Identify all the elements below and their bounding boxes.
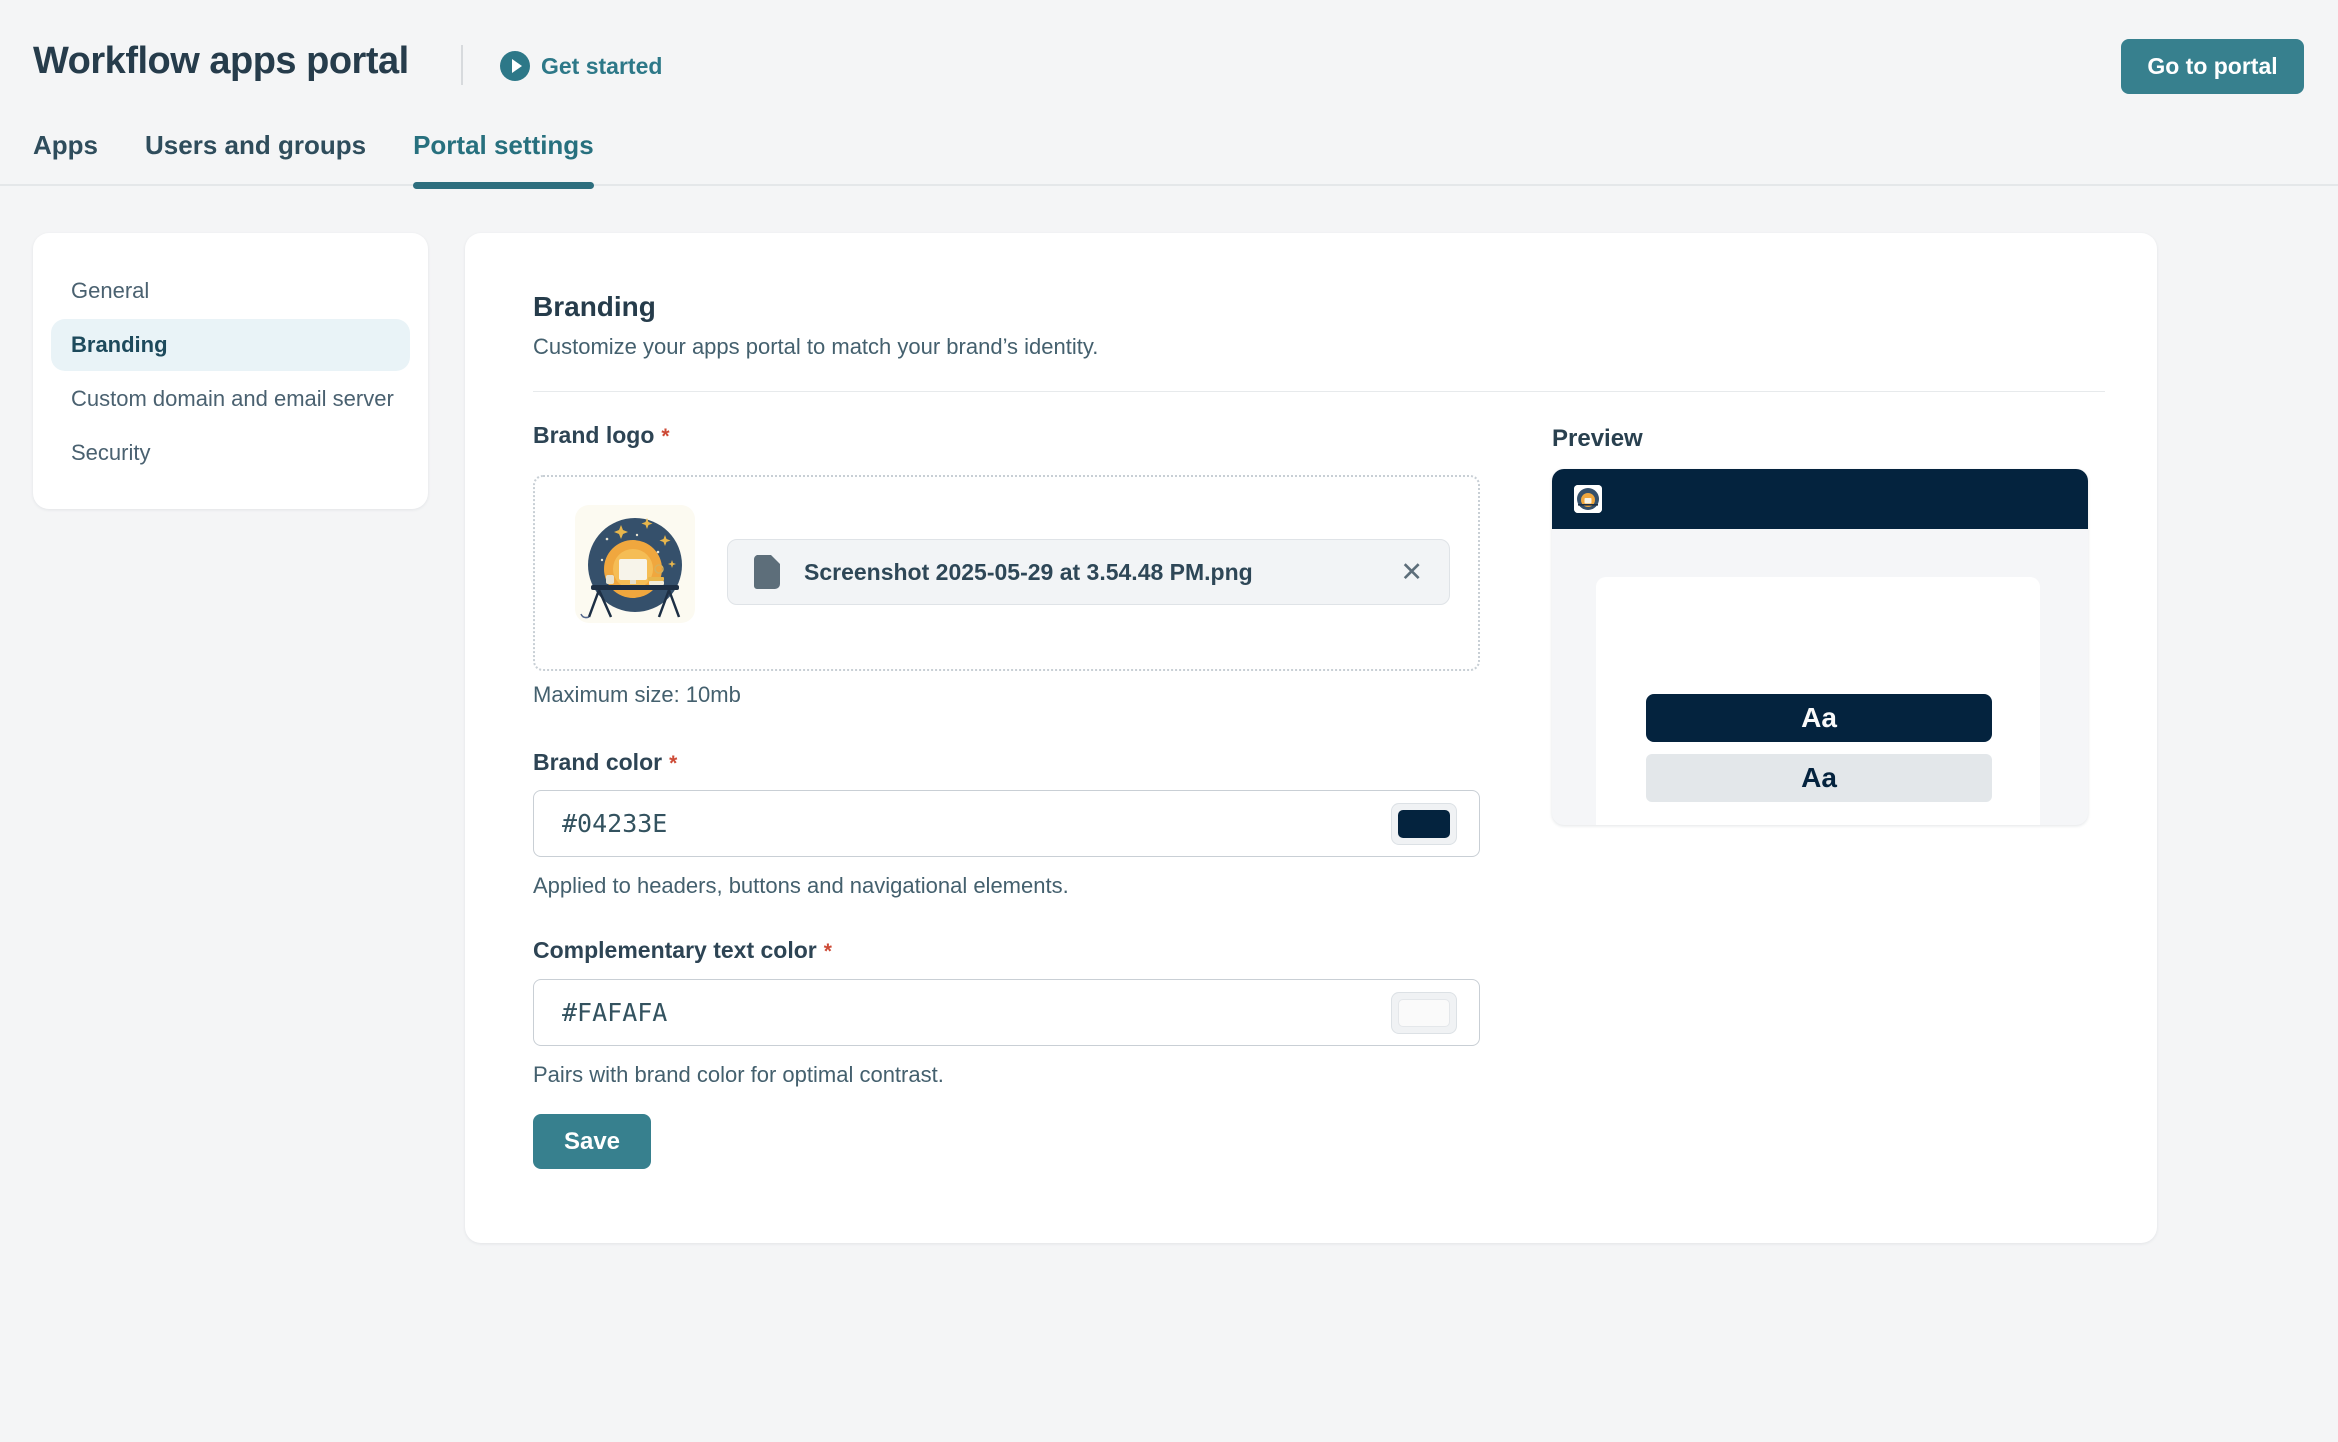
get-started-link[interactable]: Get started bbox=[500, 51, 662, 81]
brand-color-label: Brand color * bbox=[533, 749, 678, 775]
night-desk-illustration-mini-icon bbox=[1574, 485, 1602, 513]
preview-secondary-button: Aa bbox=[1646, 754, 1992, 802]
branding-heading: Branding bbox=[533, 291, 656, 322]
complementary-color-swatch-fill bbox=[1398, 999, 1450, 1027]
brand-color-swatch-fill bbox=[1398, 810, 1450, 838]
settings-sidebar: General Branding Custom domain and email… bbox=[33, 233, 428, 509]
tab-users-and-groups[interactable]: Users and groups bbox=[145, 130, 367, 160]
branding-settings-card: Branding Customize your apps portal to m… bbox=[465, 233, 2157, 1243]
tab-apps[interactable]: Apps bbox=[33, 130, 98, 160]
brand-color-input[interactable] bbox=[562, 791, 1362, 856]
main-tabs: Apps Users and groups Portal settings bbox=[33, 130, 2338, 189]
preview-brand-logo bbox=[1574, 485, 1602, 513]
get-started-label: Get started bbox=[541, 52, 663, 79]
uploaded-file-chip: Screenshot 2025-05-29 at 3.54.48 PM.png … bbox=[727, 539, 1450, 605]
complementary-color-field bbox=[533, 979, 1480, 1046]
sidebar-item-general[interactable]: General bbox=[71, 278, 150, 303]
brand-color-helper: Applied to headers, buttons and navigati… bbox=[533, 873, 1069, 898]
brand-logo-label: Brand logo * bbox=[533, 422, 670, 448]
remove-file-icon[interactable]: ✕ bbox=[1400, 556, 1423, 588]
preview-label: Preview bbox=[1552, 425, 1643, 452]
complementary-color-label: Complementary text color * bbox=[533, 937, 832, 963]
complementary-color-input[interactable] bbox=[562, 980, 1362, 1045]
title-divider bbox=[461, 45, 463, 85]
preview-primary-button: Aa bbox=[1646, 694, 1992, 742]
required-asterisk: * bbox=[661, 425, 670, 448]
tabs-bottom-border bbox=[0, 184, 2338, 186]
page-title: Workflow apps portal bbox=[33, 40, 409, 82]
required-asterisk: * bbox=[823, 940, 832, 963]
save-button[interactable]: Save bbox=[533, 1114, 651, 1169]
complementary-color-helper: Pairs with brand color for optimal contr… bbox=[533, 1062, 944, 1087]
preview-header-bar bbox=[1552, 469, 2088, 529]
required-asterisk: * bbox=[669, 752, 678, 775]
branding-subtitle: Customize your apps portal to match your… bbox=[533, 334, 1099, 359]
max-size-note: Maximum size: 10mb bbox=[533, 682, 741, 707]
sidebar-item-security[interactable]: Security bbox=[71, 440, 151, 465]
brand-color-swatch[interactable] bbox=[1391, 803, 1457, 845]
tab-portal-settings[interactable]: Portal settings bbox=[413, 130, 594, 189]
sidebar-item-branding[interactable]: Branding bbox=[51, 319, 410, 371]
file-icon bbox=[754, 555, 780, 589]
complementary-color-swatch[interactable] bbox=[1391, 992, 1457, 1034]
section-divider bbox=[533, 391, 2105, 392]
brand-color-field bbox=[533, 790, 1480, 857]
preview-panel: Aa Aa bbox=[1552, 469, 2088, 825]
uploaded-file-name: Screenshot 2025-05-29 at 3.54.48 PM.png bbox=[804, 558, 1253, 585]
brand-logo-thumbnail[interactable] bbox=[575, 505, 695, 623]
go-to-portal-button[interactable]: Go to portal bbox=[2121, 39, 2304, 94]
night-desk-illustration-icon bbox=[575, 505, 695, 623]
sidebar-item-custom-domain[interactable]: Custom domain and email server bbox=[71, 386, 394, 411]
play-icon bbox=[500, 51, 530, 81]
